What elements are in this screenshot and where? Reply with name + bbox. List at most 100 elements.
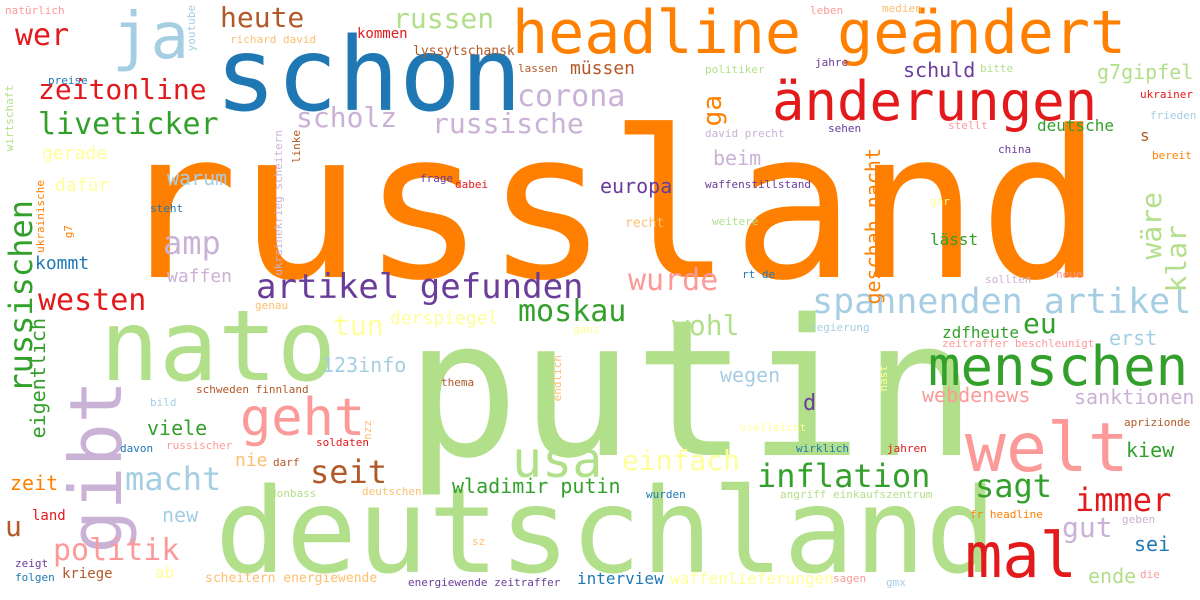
word: zdfheute [942, 323, 1020, 342]
word: geben [1122, 513, 1156, 526]
word: sagen [833, 572, 867, 585]
word: folgen [15, 571, 55, 584]
word: bereit [1152, 149, 1192, 162]
word: richard david [230, 33, 317, 46]
word: weitere [712, 215, 759, 228]
word: bild [150, 396, 177, 409]
word: immer [1075, 481, 1172, 519]
word: wer [15, 18, 70, 53]
word: scheitern energiewende [205, 571, 378, 586]
word: russische [432, 107, 584, 140]
word: schon [215, 16, 523, 135]
word: wurde [628, 263, 719, 298]
word: putin [405, 279, 977, 500]
word: erst [1109, 326, 1158, 350]
word: lyssytschansk [413, 44, 515, 59]
word: zeitonline [38, 73, 207, 106]
word: einfach [622, 444, 741, 477]
word: deutsche [1037, 116, 1115, 135]
word: david precht [705, 127, 785, 140]
word: müssen [570, 58, 636, 79]
word: angriff einkaufszentrum [780, 488, 933, 501]
word: russen [393, 2, 495, 35]
word: die [1140, 568, 1160, 581]
word: geschah nacht [861, 148, 885, 305]
word: ukrainekrieg scheitern [272, 130, 285, 276]
word: artikel gefunden [256, 267, 584, 307]
word: endlich [551, 355, 564, 402]
word: linke [290, 130, 303, 164]
word: hast [877, 365, 890, 392]
word: donbass [270, 487, 317, 500]
word: gibt [54, 380, 138, 554]
word: energiewende zeitraffer [408, 576, 561, 589]
word: 123info [322, 353, 407, 377]
word: eu [1023, 307, 1057, 340]
word: änderungen [772, 70, 1098, 133]
word: stellt [948, 119, 988, 132]
word: ukrainer [1140, 88, 1193, 101]
word: dabei [455, 178, 489, 191]
word: deutschen [362, 485, 422, 498]
word: gmx [886, 576, 906, 589]
word: wurden [646, 488, 686, 501]
word: warum [167, 166, 228, 190]
word: sagt [975, 467, 1053, 505]
word: gut [1062, 511, 1113, 544]
word: waffen [167, 266, 233, 287]
word: vielleicht [740, 421, 807, 434]
word: frieden [1150, 109, 1197, 122]
word: zeitraffer beschleunigt [942, 337, 1095, 350]
word: nato [100, 290, 337, 404]
word: moskau [518, 294, 627, 329]
word: europa [600, 174, 673, 198]
word: gar [930, 195, 950, 208]
word: russischer [166, 439, 233, 452]
word: ukrainische [34, 180, 47, 253]
word: wohl [672, 309, 740, 342]
word: neue [1056, 268, 1083, 281]
word: darf [273, 456, 300, 469]
word: youtube [185, 5, 198, 52]
word: amp [163, 224, 221, 262]
word: ende [1088, 564, 1137, 588]
word: wladimir putin [452, 474, 621, 498]
word: fr headline [970, 508, 1043, 521]
word: inflation [757, 457, 931, 495]
word: s [1140, 126, 1150, 145]
word: sz [472, 535, 486, 548]
word: aprizionde [1124, 416, 1191, 429]
word: jahren [887, 442, 927, 455]
word: sanktionen [1074, 385, 1195, 409]
word: usa [512, 431, 603, 489]
word: welt [965, 409, 1129, 488]
word: zeigt [15, 557, 49, 570]
word: lassen [518, 62, 558, 75]
word: kommt [35, 253, 90, 274]
word: natürlich [5, 4, 65, 17]
word: schweden finnland [196, 383, 309, 396]
word: beim [713, 146, 762, 170]
word: ab [155, 563, 175, 582]
word: politik [53, 533, 180, 568]
word: regierung [810, 321, 870, 334]
word: rt de [742, 268, 776, 281]
word: spannenden artikel [812, 282, 1192, 322]
word: sei [1134, 532, 1171, 556]
word: klar [1160, 225, 1193, 293]
word: geht [240, 388, 366, 448]
word: seit [310, 453, 388, 491]
word: headline geändert [512, 0, 1127, 68]
word: sollten [985, 273, 1032, 286]
word: frage [420, 172, 454, 185]
word: steht [150, 202, 184, 215]
word: nzz [361, 420, 374, 440]
word: g7gipfel [1097, 60, 1194, 84]
word: china [998, 143, 1032, 156]
word: ganz [573, 323, 600, 336]
word: lässt [930, 230, 979, 249]
word: g7 [62, 225, 75, 239]
word: russland [115, 88, 1103, 326]
word: bitte [980, 62, 1014, 75]
